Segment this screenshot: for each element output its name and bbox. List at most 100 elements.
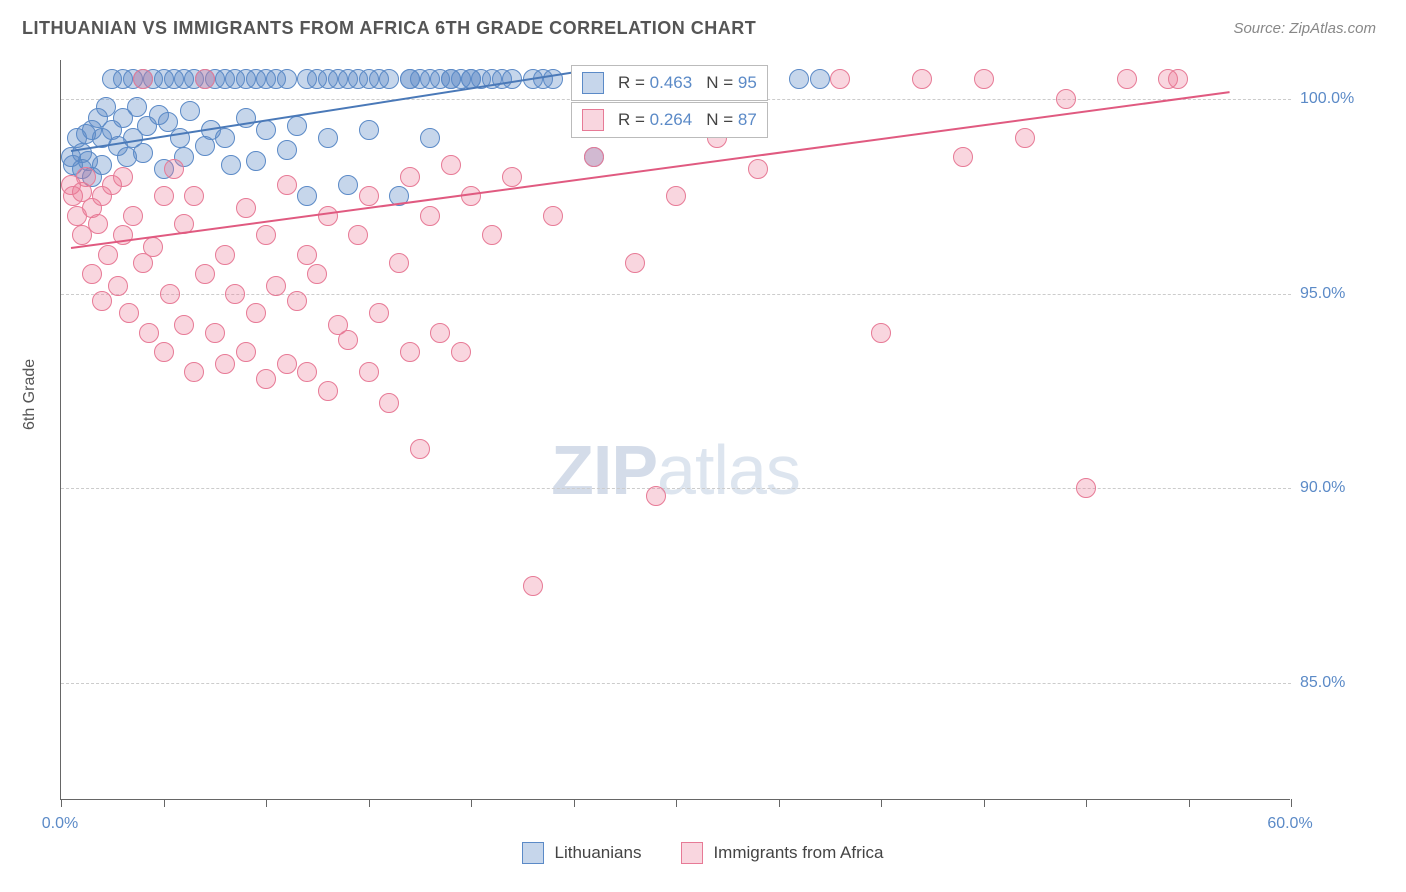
legend-item-lithuanians: Lithuanians xyxy=(522,842,641,864)
scatter-point xyxy=(482,225,502,245)
scatter-point xyxy=(143,237,163,257)
scatter-point xyxy=(953,147,973,167)
scatter-point xyxy=(76,167,96,187)
y-axis-label: 6th Grade xyxy=(21,359,39,430)
scatter-point xyxy=(297,186,317,206)
stat-r-label: R = 0.463 xyxy=(618,73,692,93)
scatter-point xyxy=(287,116,307,136)
scatter-point xyxy=(205,323,225,343)
scatter-point xyxy=(113,167,133,187)
scatter-point xyxy=(871,323,891,343)
scatter-point xyxy=(441,155,461,175)
scatter-point xyxy=(451,342,471,362)
scatter-point xyxy=(123,206,143,226)
scatter-point xyxy=(974,69,994,89)
scatter-point xyxy=(277,175,297,195)
stats-legend-row: R = 0.463 N = 95 xyxy=(571,65,768,101)
stat-n-label: N = 95 xyxy=(706,73,757,93)
scatter-point xyxy=(139,323,159,343)
scatter-point xyxy=(195,264,215,284)
scatter-point xyxy=(338,175,358,195)
scatter-point xyxy=(502,167,522,187)
scatter-point xyxy=(160,284,180,304)
gridline-h xyxy=(61,683,1291,684)
scatter-point xyxy=(164,159,184,179)
scatter-point xyxy=(523,576,543,596)
chart-title: LITHUANIAN VS IMMIGRANTS FROM AFRICA 6TH… xyxy=(22,18,756,39)
y-tick-label: 85.0% xyxy=(1300,674,1345,692)
x-tick-label: 0.0% xyxy=(42,815,78,833)
scatter-point xyxy=(246,303,266,323)
scatter-point xyxy=(410,439,430,459)
x-tick xyxy=(369,799,370,807)
scatter-point xyxy=(1076,478,1096,498)
x-tick xyxy=(1189,799,1190,807)
scatter-point xyxy=(338,330,358,350)
scatter-point xyxy=(266,276,286,296)
scatter-point xyxy=(236,342,256,362)
y-tick-label: 95.0% xyxy=(1300,285,1345,303)
scatter-point xyxy=(1168,69,1188,89)
scatter-point xyxy=(400,167,420,187)
scatter-point xyxy=(318,381,338,401)
watermark: ZIPatlas xyxy=(551,430,800,510)
scatter-point xyxy=(307,264,327,284)
scatter-point xyxy=(348,225,368,245)
scatter-point xyxy=(184,362,204,382)
gridline-h xyxy=(61,294,1291,295)
scatter-point xyxy=(108,276,128,296)
y-tick-label: 90.0% xyxy=(1300,479,1345,497)
scatter-point xyxy=(215,128,235,148)
scatter-point xyxy=(1117,69,1137,89)
scatter-point xyxy=(215,245,235,265)
chart-source: Source: ZipAtlas.com xyxy=(1233,20,1376,37)
scatter-point xyxy=(369,303,389,323)
scatter-point xyxy=(666,186,686,206)
scatter-point xyxy=(1015,128,1035,148)
scatter-point xyxy=(133,143,153,163)
scatter-point xyxy=(389,253,409,273)
scatter-point xyxy=(154,342,174,362)
scatter-point xyxy=(318,206,338,226)
stat-n-label: N = 87 xyxy=(706,110,757,130)
scatter-point xyxy=(256,120,276,140)
legend-swatch xyxy=(582,109,604,131)
scatter-point xyxy=(359,120,379,140)
scatter-point xyxy=(318,128,338,148)
scatter-point xyxy=(98,245,118,265)
scatter-point xyxy=(912,69,932,89)
scatter-point xyxy=(625,253,645,273)
scatter-point xyxy=(430,323,450,343)
scatter-point xyxy=(297,245,317,265)
scatter-point xyxy=(246,151,266,171)
scatter-point xyxy=(215,354,235,374)
scatter-point xyxy=(256,225,276,245)
chart-container: ZIPatlas R = 0.463N = 95R = 0.264N = 87 … xyxy=(60,60,1340,800)
scatter-point xyxy=(256,369,276,389)
legend-label: Immigrants from Africa xyxy=(713,843,883,863)
stats-legend-row: R = 0.264N = 87 xyxy=(571,102,768,138)
x-tick xyxy=(984,799,985,807)
x-tick xyxy=(574,799,575,807)
scatter-point xyxy=(88,214,108,234)
x-tick xyxy=(1291,799,1292,807)
bottom-legend: Lithuanians Immigrants from Africa xyxy=(0,842,1406,864)
scatter-point xyxy=(180,101,200,121)
scatter-point xyxy=(810,69,830,89)
scatter-point xyxy=(359,186,379,206)
scatter-point xyxy=(379,69,399,89)
scatter-point xyxy=(543,206,563,226)
scatter-point xyxy=(127,97,147,117)
scatter-point xyxy=(92,155,112,175)
scatter-point xyxy=(584,147,604,167)
scatter-point xyxy=(119,303,139,323)
scatter-point xyxy=(174,315,194,335)
plot-area: ZIPatlas R = 0.463 N = 95 R = 0.264N = 87 xyxy=(60,60,1290,800)
scatter-point xyxy=(789,69,809,89)
scatter-point xyxy=(420,128,440,148)
legend-item-immigrants: Immigrants from Africa xyxy=(681,842,883,864)
x-tick xyxy=(779,799,780,807)
x-tick xyxy=(61,799,62,807)
scatter-point xyxy=(1056,89,1076,109)
scatter-point xyxy=(830,69,850,89)
